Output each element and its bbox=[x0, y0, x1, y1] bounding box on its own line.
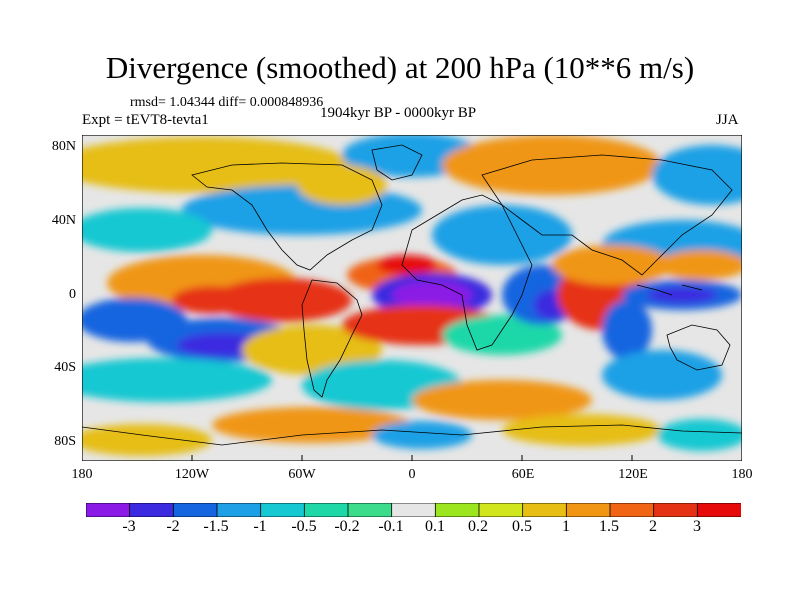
period-text: 1904kyr BP - 0000kyr BP bbox=[320, 105, 477, 121]
colorbar-label: 0.5 bbox=[512, 518, 532, 535]
lon-label-120w: 120W bbox=[174, 467, 210, 482]
colorbar-cell bbox=[303, 503, 349, 517]
colorbar-label: 3 bbox=[693, 518, 701, 535]
colorbar-label: -0.2 bbox=[334, 518, 360, 535]
colorbar-label: -2 bbox=[166, 518, 180, 535]
colorbar-cell bbox=[260, 503, 306, 517]
colorbar-cell bbox=[522, 503, 568, 517]
lon-label-180e: 180 bbox=[731, 467, 753, 482]
divergence-map bbox=[82, 135, 742, 461]
colorbar-label: -1 bbox=[253, 518, 267, 535]
colorbar-cell bbox=[347, 503, 393, 517]
colorbar-label: -1.5 bbox=[203, 518, 229, 535]
season-text: JJA bbox=[716, 112, 739, 128]
colorbar-cell bbox=[609, 503, 655, 517]
colorbar bbox=[86, 503, 741, 517]
colorbar-cell bbox=[478, 503, 524, 517]
axis-ticks bbox=[191, 455, 633, 461]
lon-label-60e: 60E bbox=[511, 467, 535, 482]
colorbar-label: 0.1 bbox=[425, 518, 445, 535]
lat-label-40n: 40N bbox=[51, 213, 76, 228]
stats-text: rmsd= 1.04344 diff= 0.000848936 bbox=[130, 95, 324, 110]
figure-title: Divergence (smoothed) at 200 hPa (10**6 … bbox=[105, 50, 695, 85]
lon-label-180w: 180 bbox=[71, 467, 93, 482]
experiment-text: Expt = tEVT8-tevta1 bbox=[82, 112, 209, 128]
colorbar-label: -0.5 bbox=[291, 518, 317, 535]
colorbar-cell bbox=[434, 503, 480, 517]
coastlines bbox=[82, 144, 742, 446]
lon-label-60w: 60W bbox=[288, 467, 316, 482]
colorbar-cell bbox=[129, 503, 175, 517]
lon-label-0: 0 bbox=[408, 467, 416, 482]
colorbar-cell bbox=[391, 503, 437, 517]
lat-label-80n: 80N bbox=[51, 139, 76, 154]
colorbar-cell bbox=[565, 503, 611, 517]
lon-label-120e: 120E bbox=[618, 467, 648, 482]
colorbar-cell bbox=[216, 503, 262, 517]
colorbar-cell bbox=[86, 503, 131, 517]
lat-label-0: 0 bbox=[69, 287, 76, 302]
colorbar-cell bbox=[653, 503, 699, 517]
lat-label-40s: 40S bbox=[54, 360, 76, 375]
colorbar-label: -0.1 bbox=[378, 518, 404, 535]
colorbar-label: 2 bbox=[649, 518, 657, 535]
colorbar-label: 0.2 bbox=[468, 518, 488, 535]
colorbar-label: 1.5 bbox=[599, 518, 619, 535]
colorbar-label: -3 bbox=[122, 518, 136, 535]
lat-label-80s: 80S bbox=[54, 434, 76, 449]
colorbar-cell bbox=[172, 503, 218, 517]
colorbar-label: 1 bbox=[562, 518, 570, 535]
colorbar-cell bbox=[696, 503, 741, 517]
